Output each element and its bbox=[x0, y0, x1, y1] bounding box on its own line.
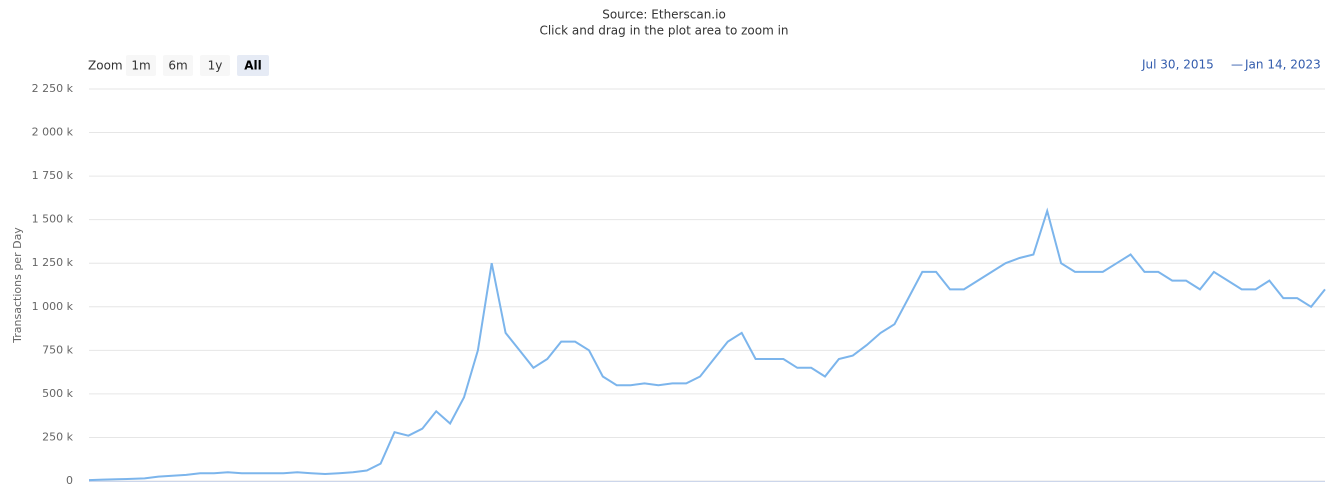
y-tick-label: 0 bbox=[66, 474, 73, 487]
zoom-button-label[interactable]: 1m bbox=[131, 59, 150, 73]
y-tick-label: 1 000 k bbox=[32, 300, 74, 313]
y-tick-label: 1 750 k bbox=[32, 169, 74, 182]
zoom-button[interactable] bbox=[126, 55, 156, 76]
zoom-button-label[interactable]: 1y bbox=[208, 59, 223, 73]
y-tick-label: 1 250 k bbox=[32, 256, 74, 269]
range-from[interactable]: Jul 30, 2015 bbox=[1141, 58, 1214, 72]
line-series bbox=[88, 207, 1326, 482]
zoom-button[interactable] bbox=[237, 55, 269, 76]
y-tick-label: 2 250 k bbox=[32, 82, 74, 95]
chart-hint: Click and drag in the plot area to zoom … bbox=[539, 24, 788, 38]
y-tick-label: 250 k bbox=[42, 430, 73, 443]
range-separator: — bbox=[1231, 58, 1243, 72]
range-to[interactable]: Jan 14, 2023 bbox=[1244, 58, 1321, 72]
zoom-button[interactable] bbox=[200, 55, 230, 76]
y-tick-label: 500 k bbox=[42, 387, 73, 400]
y-tick-label: 1 500 k bbox=[32, 213, 74, 226]
zoom-label: Zoom bbox=[88, 59, 123, 73]
zoom-button-label[interactable]: All bbox=[244, 59, 262, 73]
zoom-button[interactable] bbox=[163, 55, 193, 76]
zoom-button-label[interactable]: 6m bbox=[168, 59, 187, 73]
y-tick-label: 750 k bbox=[42, 343, 73, 356]
y-axis-title: Transactions per Day bbox=[11, 227, 24, 344]
chart-subtitle: Source: Etherscan.io bbox=[602, 8, 726, 22]
y-tick-label: 2 000 k bbox=[32, 126, 74, 139]
